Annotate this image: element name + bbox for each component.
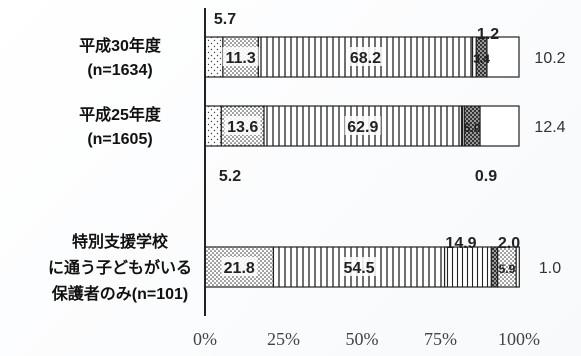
data-label-background [222, 47, 259, 66]
data-label: 62.9 [347, 119, 378, 136]
data-label: 1.0 [539, 260, 561, 277]
x-tick-label: 0% [193, 329, 217, 349]
bar-segment [486, 36, 520, 78]
data-label-background [341, 257, 378, 276]
data-label: 0.9 [475, 168, 497, 185]
bar-segment [204, 105, 222, 147]
data-label-background [344, 116, 381, 135]
bar-segment [515, 246, 520, 288]
category-label: (n=1605) [87, 131, 152, 148]
category-label: (n=1634) [87, 62, 152, 79]
data-label: 3.4 [473, 52, 490, 66]
data-label: 14.9 [445, 235, 476, 252]
data-label-background [347, 47, 384, 66]
data-label: 5.0 [464, 121, 481, 135]
category-label: 平成25年度 [79, 105, 162, 124]
bar-segment [204, 36, 224, 78]
data-label: 5.9 [499, 262, 516, 276]
data-label: 5.7 [214, 11, 236, 28]
data-label-background [221, 257, 258, 276]
x-tick-label: 75% [424, 329, 457, 349]
bar-segment [479, 105, 520, 147]
bar-segment [490, 246, 499, 288]
data-label: 11.3 [226, 50, 256, 67]
data-label: 12.4 [534, 119, 565, 136]
bar-segment [443, 246, 492, 288]
x-tick-label: 25% [267, 329, 300, 349]
data-label: 13.6 [227, 119, 258, 136]
category-label: 特別支援学校 [72, 232, 169, 251]
category-label: 保護者のみ(n=101) [51, 284, 188, 303]
category-label: 平成30年度 [79, 36, 162, 55]
data-label: 21.8 [224, 260, 255, 277]
data-label: 5.2 [219, 168, 241, 185]
data-label-background [224, 116, 261, 135]
data-label: 2.0 [498, 235, 520, 252]
category-label: に通う子どもがいる [48, 258, 192, 277]
x-tick-label: 100% [498, 329, 540, 349]
data-label: 10.2 [534, 50, 565, 67]
data-label: 68.2 [350, 50, 381, 67]
data-label: 1.2 [477, 26, 499, 43]
data-label: 54.5 [343, 260, 374, 277]
x-tick-label: 50% [346, 329, 379, 349]
